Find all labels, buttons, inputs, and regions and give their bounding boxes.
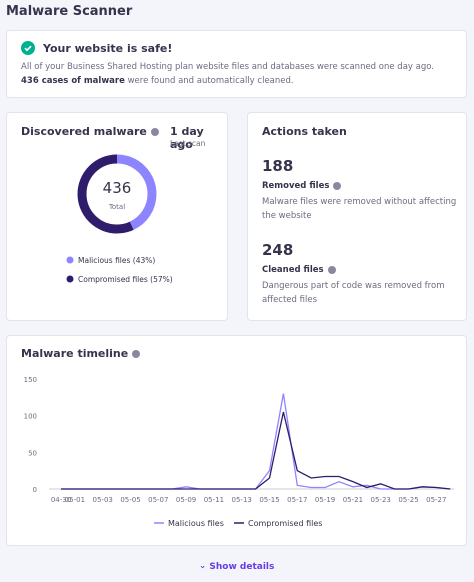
x-tick-label: 05-27 [426,496,446,504]
page-title: Malware Scanner [6,4,133,19]
card-title-text: Malware timeline [21,347,129,360]
x-tick-label: 05-13 [232,496,252,504]
legend-label: Compromised files (57%) [78,275,173,284]
show-details-text[interactable]: Show details [209,562,275,572]
series-line [61,393,451,490]
card-title-text: Discovered malware [21,125,147,138]
alert-title: Your website is safe! [43,42,173,55]
alert-card: Your website is safe! All of your Busine… [6,30,467,98]
x-tick-label: 05-01 [65,496,85,504]
y-tick-label: 150 [24,376,37,384]
action-description: Malware files were removed without affec… [262,197,457,221]
y-tick-label: 0 [33,486,37,494]
x-tick-label: 05-11 [204,496,224,504]
alert-text-part: were found and automatically cleaned. [127,76,294,86]
last-scan-label: Last scan [170,139,206,148]
x-tick-label: 05-19 [315,496,335,504]
x-tick-label: 05-05 [120,496,140,504]
card-title: Malware timeline [21,347,141,360]
action-value: 248 [262,241,294,259]
action-description: Dangerous part of code was removed from … [262,281,445,305]
check-icon [21,41,35,55]
donut-segment [77,154,157,234]
card-title: Discovered malware [21,125,159,138]
info-icon [132,350,141,358]
info-icon [327,265,336,274]
x-tick-label: 05-23 [371,496,391,504]
actions-card: Actions taken 188 Removed files Malware … [247,112,467,321]
action-item: 248 Cleaned files Dangerous part of code… [262,241,457,307]
series-line [61,411,451,490]
alert-text: All of your Business Shared Hosting plan… [21,60,451,88]
action-label-text: Cleaned files [262,265,324,275]
show-details-button[interactable]: › Show details [0,562,474,572]
x-tick-label: 05-25 [398,496,418,504]
legend-label: Compromised files [248,519,322,528]
y-tick-label: 50 [28,449,37,457]
card-title: Actions taken [262,125,347,138]
x-tick-label: 05-21 [343,496,363,504]
legend-label: Malicious files (43%) [78,256,155,265]
x-tick-label: 05-17 [287,496,307,504]
y-tick-label: 100 [24,413,37,421]
action-label: Removed files [262,181,457,191]
action-item: 188 Removed files Malware files were rem… [262,157,457,223]
chevron-icon: › [196,565,207,569]
alert-text-part: All of your Business Shared Hosting plan… [21,62,434,72]
donut-total: 436 [103,179,132,197]
alert-text-bold: 436 cases of malware [21,76,125,86]
action-label-text: Removed files [262,181,330,191]
discovered-card: Discovered malware 1 day ago Last scan 4… [6,112,228,321]
action-label: Cleaned files [262,265,457,275]
donut-total-label: Total [108,203,125,211]
legend-swatch [66,275,74,283]
legend-swatch [66,256,74,264]
timeline-card: Malware timeline 0 50 100 150 04-30 05-01 05-0… [6,335,467,546]
action-value: 188 [262,157,294,175]
x-tick-label: 05-15 [259,496,279,504]
info-icon [333,181,342,190]
legend-label: Malicious files [168,519,224,528]
x-tick-label: 05-03 [93,496,113,504]
x-tick-label: 05-07 [148,496,168,504]
info-icon [150,128,159,136]
donut-chart: 436 Total Malicious files (43%) Compromis… [66,154,173,284]
x-tick-label: 05-09 [176,496,196,504]
x-tick-label: 04-30 [51,496,71,504]
last-scan-value: 1 day ago [170,125,204,151]
